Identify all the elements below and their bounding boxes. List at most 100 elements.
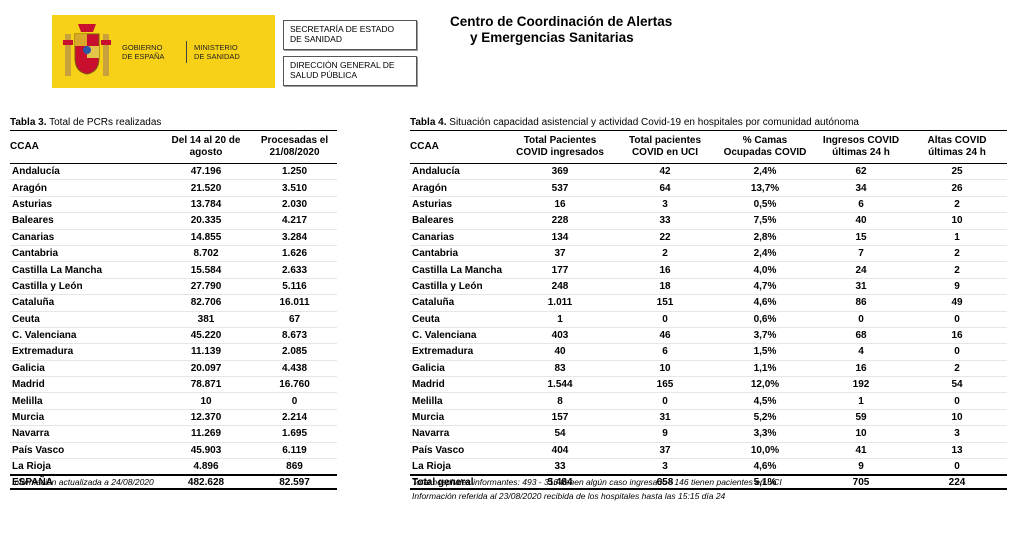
cell: 2 [907,360,1007,378]
column-header: % Camas Ocupadas COVID [715,130,815,164]
ministerio: MINISTERIO DE SANIDAD [194,43,240,61]
total-cell: 705 [815,474,907,491]
caption-text: Situación capacidad asistencial y activi… [449,117,859,128]
total-cell: 5,1% [715,474,815,491]
row-name: C. Valenciana [410,327,505,345]
cell: 0 [815,311,907,328]
cell: 1,1% [715,360,815,378]
cell: 3 [615,458,715,476]
row-name: Galicia [10,360,160,378]
cell: 24 [815,261,907,279]
row: Murcia 12.370 2.214 [10,409,337,427]
cell: 0 [907,458,1007,476]
row: Castilla y León 248 18 4,7% 31 9 [410,278,1007,296]
cell: 0,6% [715,311,815,328]
column-header: Total Pacientes COVID ingresados [505,130,615,164]
cell: 20.097 [160,360,252,378]
cell: 16.760 [252,376,337,394]
row: Cantabria 37 2 2,4% 7 2 [410,245,1007,263]
cell: 7 [815,245,907,263]
cell: 33 [505,458,615,476]
cell: 13,7% [715,179,815,197]
cell: 49 [907,294,1007,312]
header-line: Procesadas el [260,135,329,146]
cell: 9 [907,278,1007,296]
total-row: Total general 5.484 658 5,1% 705 224 [410,474,1007,491]
cell: 41 [815,442,907,460]
cell: 11.139 [160,343,252,361]
caption-label: Tabla 3. [10,117,47,128]
cell: 37 [505,245,615,263]
cell: 192 [815,376,907,394]
cell: 2 [907,245,1007,263]
cell: 33 [615,212,715,230]
cell: 8.673 [252,327,337,345]
cell: 3 [615,196,715,214]
cell: 40 [815,212,907,230]
header-line: Total Pacientes [523,135,597,146]
notes: Total hospitales informantes: 493 - 316 … [412,475,782,503]
cell: 21.520 [160,179,252,197]
cell: 40 [505,343,615,361]
cell: 4.896 [160,458,252,476]
cell: 15.584 [160,261,252,279]
cell: 54 [505,425,615,443]
text: SECRETARÍA DE ESTADO [290,24,395,34]
cell: 2,4% [715,245,815,263]
cell: 2,4% [715,163,815,181]
row: Extremadura 11.139 2.085 [10,343,337,361]
cell: 1.695 [252,425,337,443]
row: Baleares 20.335 4.217 [10,212,337,230]
table: CCAA Total Pacientes COVID ingresados Total… [410,130,1007,491]
cell: 157 [505,409,615,427]
total-cell: 482.628 [160,474,252,491]
row: Asturias 16 3 0,5% 6 2 [410,196,1007,214]
cell: 0 [907,392,1007,410]
row: Murcia 157 31 5,2% 59 10 [410,409,1007,427]
row-name: Murcia [10,409,160,427]
cell: 45.903 [160,442,252,460]
cell: 11.269 [160,425,252,443]
row: Galicia 20.097 4.438 [10,360,337,378]
cell: 537 [505,179,615,197]
cell: 31 [815,278,907,296]
text: SALUD PÚBLICA [290,70,358,80]
logo: GOBIERNO DE ESPAÑA MINISTERIO DE SANIDAD [52,15,275,88]
row: Andalucía 369 42 2,4% 62 25 [410,163,1007,181]
cell: 5.116 [252,278,337,296]
cell: 8.702 [160,245,252,263]
column-header: CCAA [410,130,505,164]
row-name: Canarias [10,229,160,246]
row: Melilla 10 0 [10,392,337,410]
row: Canarias 134 22 2,8% 15 1 [410,229,1007,246]
cell: 12.370 [160,409,252,427]
cell: 16 [815,360,907,378]
header-line: COVID en UCI [631,147,699,158]
cell: 4.438 [252,360,337,378]
box-direccion: DIRECCIÓN GENERAL DE SALUD PÚBLICA [283,56,417,86]
caption-label: Tabla 4. [410,117,447,128]
row: C. Valenciana 403 46 3,7% 68 16 [410,327,1007,345]
header-line: últimas 24 h [928,147,986,158]
row-name: Cantabria [410,245,505,263]
cell: 3.284 [252,229,337,246]
cell: 25 [907,163,1007,181]
cell: 228 [505,212,615,230]
cell: 4 [815,343,907,361]
notes: Información actualizada a 24/08/2020 [12,475,154,489]
header-line: CCAA [10,141,39,152]
cell: 165 [615,376,715,394]
cell: 0,5% [715,196,815,214]
cell: 45.220 [160,327,252,345]
row-name: Extremadura [10,343,160,361]
cell: 10 [907,212,1007,230]
row-name: Asturias [410,196,505,214]
cell: 177 [505,261,615,279]
cell: 2.214 [252,409,337,427]
tbody: Andalucía 369 42 2,4% 62 25 Aragón 537 64 13,7% 34… [410,163,1007,491]
header-line: Altas COVID [927,135,987,146]
cell: 4.217 [252,212,337,230]
row-name: Castilla y León [10,278,160,296]
cell: 15 [815,229,907,246]
